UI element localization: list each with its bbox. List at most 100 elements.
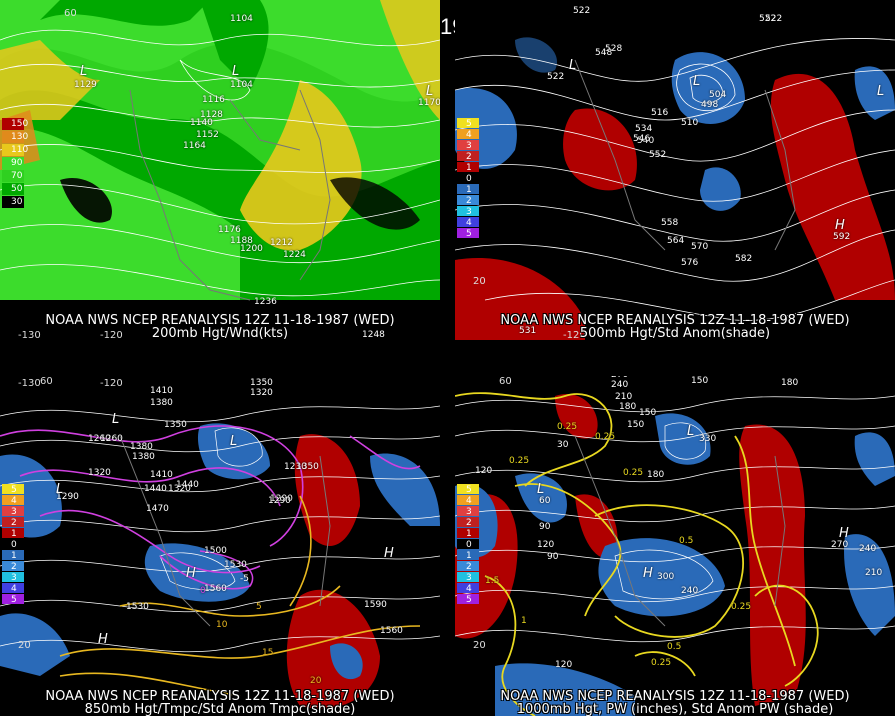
legend-scale: 150 130 110 90 70 50 30	[2, 118, 28, 209]
contour-label: 150	[627, 420, 645, 430]
legend-swatch: 2	[2, 517, 24, 528]
contour-label: 531	[519, 326, 537, 336]
legend-swatch: 5	[2, 594, 24, 605]
high-center-marker: H	[186, 566, 196, 581]
legend-swatch: 4	[2, 583, 24, 594]
legend-swatch: 2	[457, 517, 479, 528]
legend-swatch: 3	[457, 572, 479, 583]
map-850mb	[0, 376, 440, 716]
map-1000mb	[455, 376, 895, 716]
contour-label: 210	[615, 392, 633, 402]
legend-swatch: 2	[457, 151, 479, 162]
legend-swatch: 0	[457, 173, 479, 184]
contour-label: 576	[681, 258, 699, 268]
legend-swatch: 1	[457, 550, 479, 561]
contour-label: 1350	[250, 378, 273, 388]
contour-label: 1290	[270, 494, 293, 504]
panel-850mb: 5 4 3 2 1 0 1 2 3 4 5 1350 1320 1290 141…	[0, 376, 440, 716]
panel-source: NOAA NWS NCEP REANALYSIS 12Z 11-18-1987 …	[45, 313, 395, 328]
pw-label: 0.5	[667, 642, 682, 652]
legend-swatch: 3	[457, 140, 479, 151]
panel-200mb: 150 130 110 90 70 50 30 1104 1104 1116 1…	[0, 0, 440, 340]
contour-label: 270	[611, 376, 628, 380]
legend-swatch: 4	[457, 583, 479, 594]
pw-label: 0.25	[623, 468, 644, 478]
lon-label: -120	[100, 330, 123, 340]
contour-label: 1530	[224, 560, 247, 570]
contour-label: 522	[547, 72, 565, 82]
pw-label: 0.25	[731, 602, 752, 612]
panel-source: NOAA NWS NCEP REANALYSIS 12Z 11-18-1987 …	[500, 313, 850, 328]
lat-label: 60	[499, 376, 512, 387]
contour-label: 90	[539, 522, 551, 532]
contour-label: 1248	[362, 330, 385, 340]
temp-label: 20	[310, 676, 322, 686]
contour-label: 1380	[130, 442, 153, 452]
contour-label: 1200	[240, 244, 263, 254]
contour-label: 1380	[150, 398, 173, 408]
contour-label: 1129	[74, 80, 97, 90]
contour-label: 546	[633, 134, 651, 144]
contour-label: 1440	[176, 480, 199, 490]
legend-swatch: 1	[457, 528, 479, 539]
contour-label: 270	[831, 540, 849, 550]
contour-label: 1470	[146, 504, 169, 514]
low-center-marker: L	[687, 424, 695, 439]
panel-field: 850mb Hgt/Tmpc/Std Anom Tmpc(shade)	[84, 702, 356, 716]
contour-label: 150	[691, 376, 709, 386]
contour-label: 1560	[204, 584, 227, 594]
legend-swatch: 1	[2, 528, 24, 539]
legend-swatch: 3	[2, 506, 24, 517]
contour-label: 1590	[364, 600, 387, 610]
map-200mb	[0, 0, 440, 340]
map-500mb	[455, 0, 895, 340]
lon-label: -120	[100, 378, 123, 389]
contour-label: 528	[605, 44, 623, 54]
legend-swatch: 4	[2, 495, 24, 506]
contour-label: 1410	[150, 470, 173, 480]
panel-field: 1000mb Hgt, PW (inches), Std Anom PW (sh…	[516, 702, 834, 716]
legend-swatch: 50	[2, 183, 24, 195]
low-center-marker: L	[56, 482, 64, 497]
contour-label: 522	[759, 14, 777, 24]
low-center-marker: L	[693, 74, 701, 89]
contour-label: 1116	[202, 95, 225, 105]
contour-label: 180	[619, 402, 637, 412]
contour-label: 1140	[190, 118, 213, 128]
pw-label: 0.25	[557, 422, 578, 432]
legend-swatch: 3	[2, 572, 24, 583]
lat-label: 60	[64, 8, 77, 19]
contour-label: 516	[651, 108, 669, 118]
contour-label: 564	[667, 236, 685, 246]
high-center-marker: H	[98, 632, 108, 647]
panel-field: 500mb Hgt/Std Anom(shade)	[579, 326, 771, 341]
contour-label: 570	[691, 242, 709, 252]
legend-swatch: 4	[457, 217, 479, 228]
legend-swatch: 1	[2, 550, 24, 561]
legend-swatch: 0	[2, 539, 24, 550]
lon-label: -130	[18, 378, 41, 389]
contour-label: 330	[699, 434, 717, 444]
low-center-marker: L	[80, 64, 88, 79]
low-center-marker: L	[569, 58, 577, 73]
contour-label: 1260	[88, 434, 111, 444]
pw-label: 0.25	[595, 432, 616, 442]
contour-label: 120	[475, 466, 493, 476]
contour-label: 582	[735, 254, 753, 264]
legend-swatch: 1	[457, 162, 479, 173]
contour-label: 522	[573, 6, 591, 16]
contour-label: 522	[765, 14, 783, 24]
contour-label: 1230	[284, 462, 307, 472]
contour-label: 180	[647, 470, 665, 480]
legend-swatch: 4	[457, 495, 479, 506]
contour-label: 534	[635, 124, 653, 134]
lat-label: 20	[473, 640, 486, 651]
contour-label: 1164	[183, 141, 206, 151]
contour-label: 1410	[150, 386, 173, 396]
contour-label: 60	[539, 496, 551, 506]
legend-scale: 5 4 3 2 1 0 1 2 3 4 5	[2, 484, 24, 605]
contour-label: 1212	[270, 238, 293, 248]
lat-label: 20	[18, 640, 31, 651]
legend-swatch: 5	[457, 484, 479, 495]
contour-label: 180	[781, 378, 799, 388]
